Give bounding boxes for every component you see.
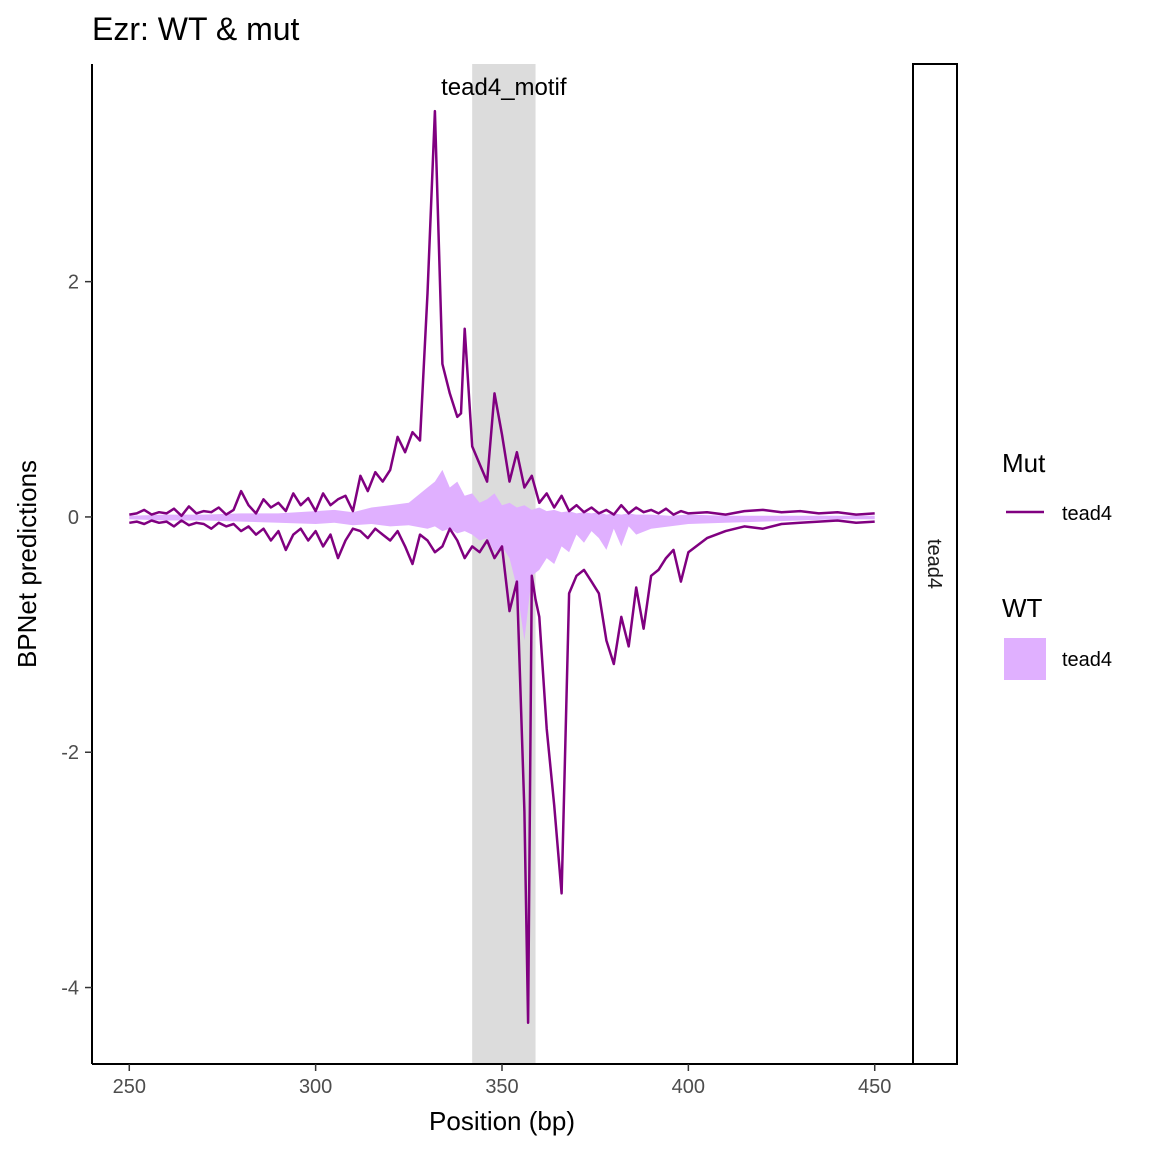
y-ticks: 2 0 -2 -4 [61,272,92,1000]
y-tick-label: 0 [68,507,79,529]
mut-line-tead4-negative [129,519,875,1025]
y-tick-label: -4 [61,978,79,1000]
wt-area-layer [129,469,875,641]
mut-line-layer [129,109,875,1025]
x-tick-label: 450 [858,1076,891,1098]
wt-area-tead4 [129,469,875,641]
legend-key-wt-fill [1004,638,1046,680]
x-tick-label: 300 [299,1076,332,1098]
x-axis-title: Position (bp) [429,1106,575,1136]
mut-line-tead4-positive [129,109,875,518]
legend-label-mut: tead4 [1062,503,1112,525]
x-tick-label: 400 [672,1076,705,1098]
legend: Mut tead4 WT tead4 [1002,448,1112,680]
legend-title-wt: WT [1002,593,1043,623]
legend-title-mut: Mut [1002,448,1046,478]
facet-strip-label: tead4 [923,539,945,589]
chart-title: Ezr: WT & mut [92,11,300,47]
y-axis-title: BPNet predictions [12,460,42,668]
motif-label: tead4_motif [441,74,567,101]
legend-label-wt: tead4 [1062,649,1112,671]
facet-strip [912,63,958,1065]
x-tick-label: 250 [113,1076,146,1098]
y-tick-label: -2 [61,742,79,764]
y-tick-label: 2 [68,272,79,294]
x-ticks: 250 300 350 400 450 [113,1064,891,1098]
x-tick-label: 350 [485,1076,518,1098]
